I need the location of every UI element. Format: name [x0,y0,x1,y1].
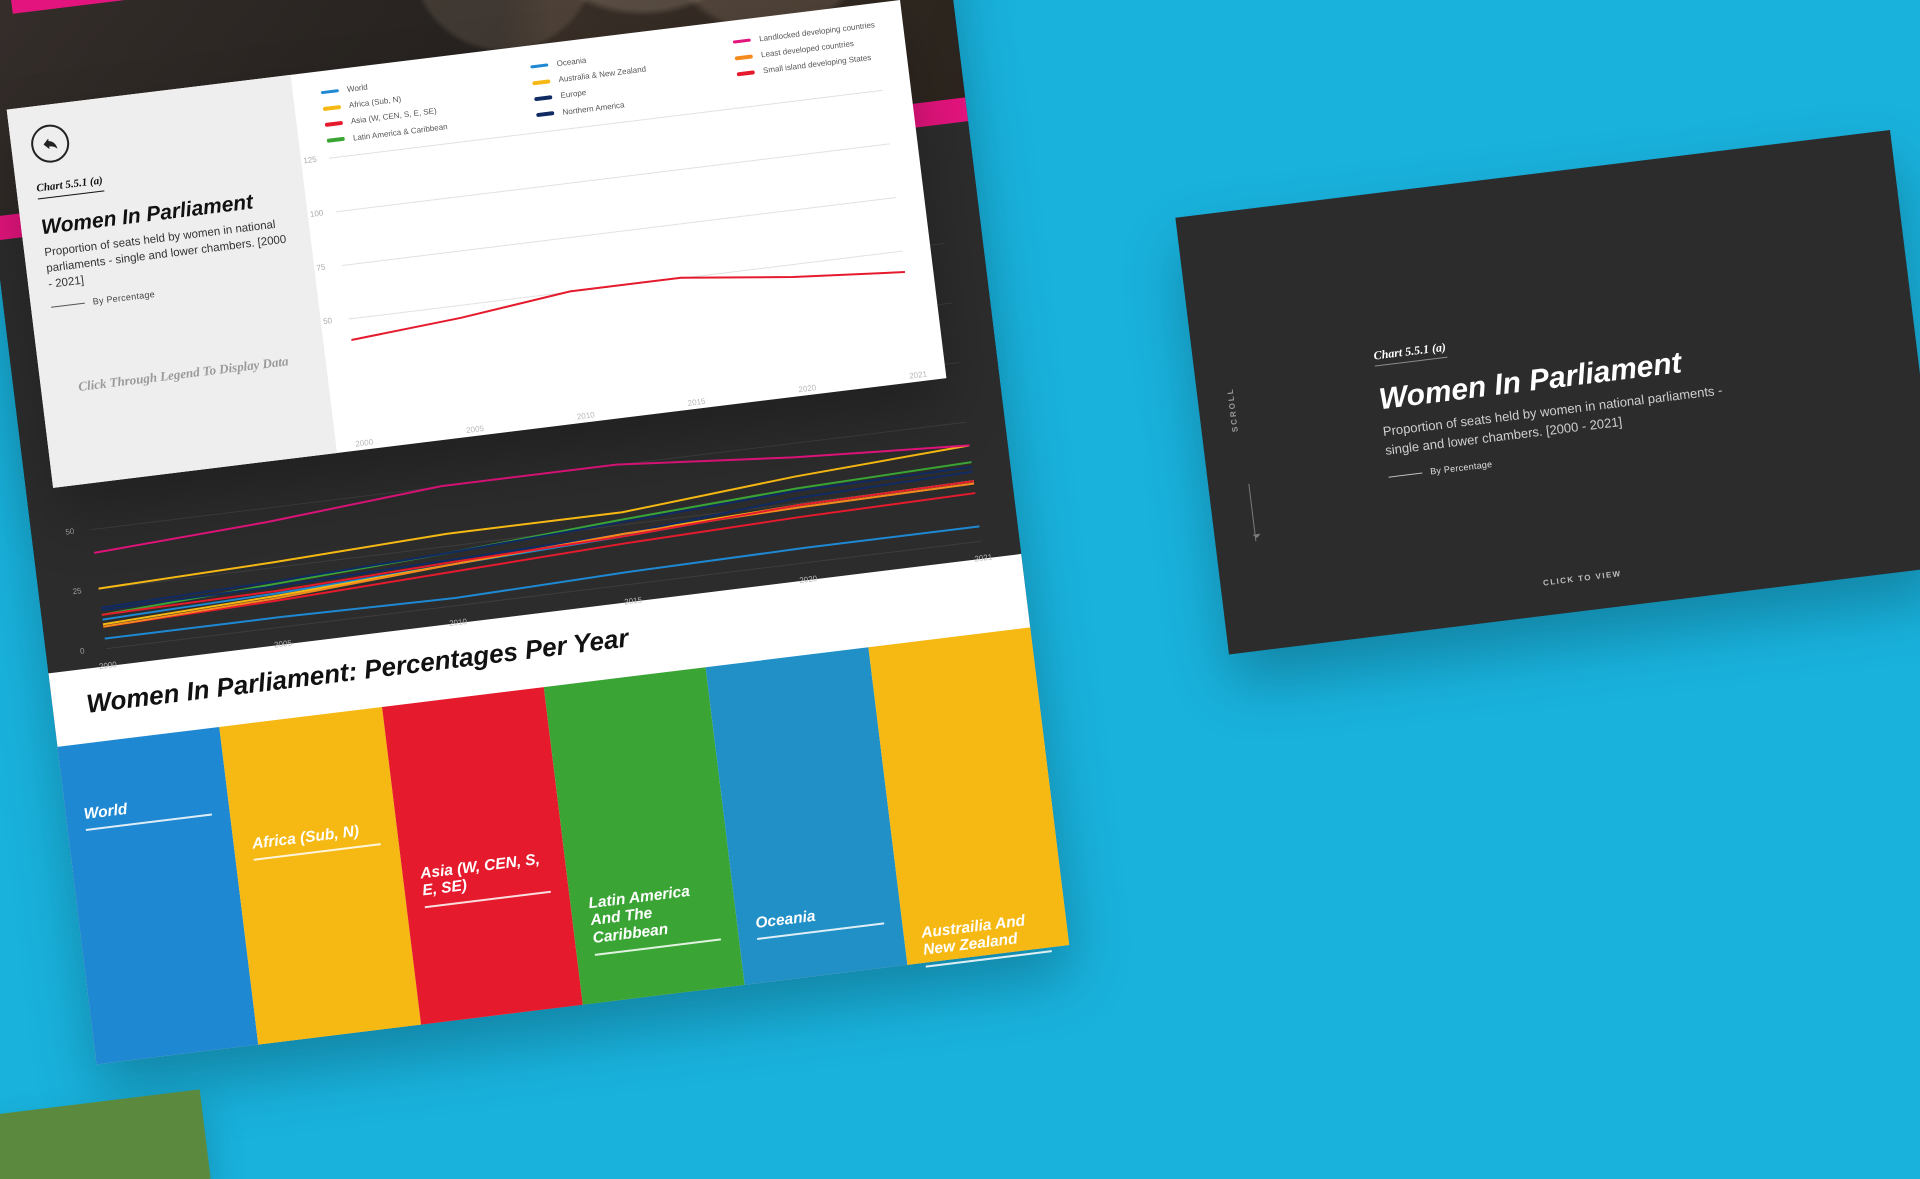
legend-label: Europe [560,87,587,101]
detail-main: WorldAfrica (Sub, N)Asia (W, CEN, S, E, … [291,0,947,453]
x-tick-label: 2000 [355,437,374,448]
scroll-hint: SCROLL [1226,387,1239,433]
region-card-label: Oceania [754,899,884,940]
intro-card: Chart 5.5.1 (a) Women In Parliament Prop… [1373,303,1747,482]
region-card-label: Africa (Sub, N) [251,820,381,861]
scroll-arrow-icon [1248,484,1256,542]
y-tick-label: 100 [309,208,323,219]
decorative-stub [0,1089,211,1179]
legend-swatch [537,111,555,117]
legend-swatch [531,63,549,69]
showcase-panel-right-top: SCROLL Chart 5.5.1 (a) Women In Parliame… [1175,130,1920,654]
back-button[interactable] [29,122,71,164]
detail-sidebar: Chart 5.5.1 (a) Women In Parliament Prop… [7,75,338,488]
reply-arrow-icon [41,135,59,153]
x-tick-label: 2015 [687,396,706,407]
legend-label: Northern America [562,99,625,118]
legend-label: Oceania [556,55,587,70]
y-tick-label: 75 [316,262,326,272]
legend-swatch [733,38,751,44]
x-tick-label: 2021 [909,369,928,380]
series-line [94,445,974,588]
legend-swatch [325,121,343,127]
x-tick-label: 2010 [576,410,595,421]
region-card-label: World [83,790,213,831]
legend-label: World [346,82,368,96]
y-tick-label: 50 [323,316,333,326]
legend-hint: Click Through Legend To Display Data [60,352,306,399]
region-card-label: Latin America And The Caribbean [587,879,721,955]
legend-swatch [737,70,755,76]
region-card-label: Austrailia And New Zealand [920,909,1052,968]
chart-tag: Chart 5.5.1 (a) [1373,341,1447,367]
legend-label: Africa (Sub, N) [348,94,401,111]
legend-swatch [327,137,345,143]
y-tick-label: 50 [65,526,75,536]
y-tick-label: 125 [303,155,317,166]
legend-swatch [321,89,339,95]
legend-swatch [735,54,753,60]
y-tick-label: 25 [72,586,82,596]
legend-swatch [535,95,553,101]
legend-swatch [323,105,341,111]
click-to-view-cta[interactable]: CLICK TO VIEW [1543,570,1622,588]
legend-swatch [533,79,551,85]
x-tick-label: 2005 [466,424,485,435]
chart-tag: Chart 5.5.1 (a) [36,176,104,200]
series-line [349,250,905,339]
y-tick-label: 0 [79,646,85,655]
x-tick-label: 2020 [798,383,817,394]
region-card-label: Asia (W, CEN, S, E, SE) [419,850,551,909]
